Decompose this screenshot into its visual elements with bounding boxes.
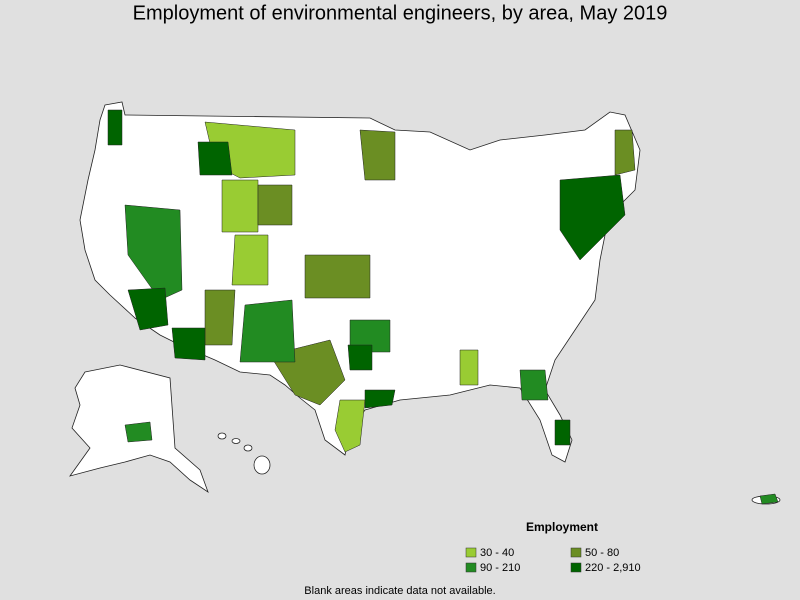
legend-title: Employment (526, 520, 598, 534)
legend-label: 220 - 2,910 (585, 562, 641, 574)
area (231, 234, 269, 286)
area (204, 289, 236, 346)
legend: Employment 30 - 40 50 - 80 90 - 210 220 … (465, 520, 641, 574)
area (364, 389, 396, 409)
legend-swatch (570, 562, 582, 573)
area (554, 419, 571, 446)
area (127, 287, 169, 331)
area (349, 319, 391, 353)
footnote: Blank areas indicate data not available. (304, 585, 495, 597)
legend-label: 90 - 210 (480, 562, 520, 574)
area (459, 349, 479, 386)
area (124, 204, 183, 301)
area (614, 129, 636, 176)
legend-swatch (465, 547, 477, 558)
hawaii (253, 455, 271, 475)
area (239, 299, 296, 363)
area (334, 399, 366, 453)
legend-label: 50 - 80 (585, 547, 619, 559)
title: Employment of environmental engineers, b… (133, 2, 668, 24)
area (347, 344, 373, 371)
area (171, 327, 206, 361)
legend-swatch (570, 547, 582, 558)
hawaii (217, 432, 227, 440)
area (519, 369, 549, 401)
area (124, 421, 153, 443)
legend-label: 30 - 40 (480, 547, 514, 559)
area (197, 141, 233, 176)
area (304, 254, 371, 299)
hawaii (231, 438, 241, 444)
legend-swatch (465, 562, 477, 573)
area (107, 109, 123, 146)
area (359, 129, 396, 181)
hawaii (243, 444, 253, 452)
area (759, 493, 779, 505)
area (559, 174, 626, 261)
area (221, 179, 259, 233)
map-shapes (69, 101, 781, 505)
area (257, 184, 293, 226)
